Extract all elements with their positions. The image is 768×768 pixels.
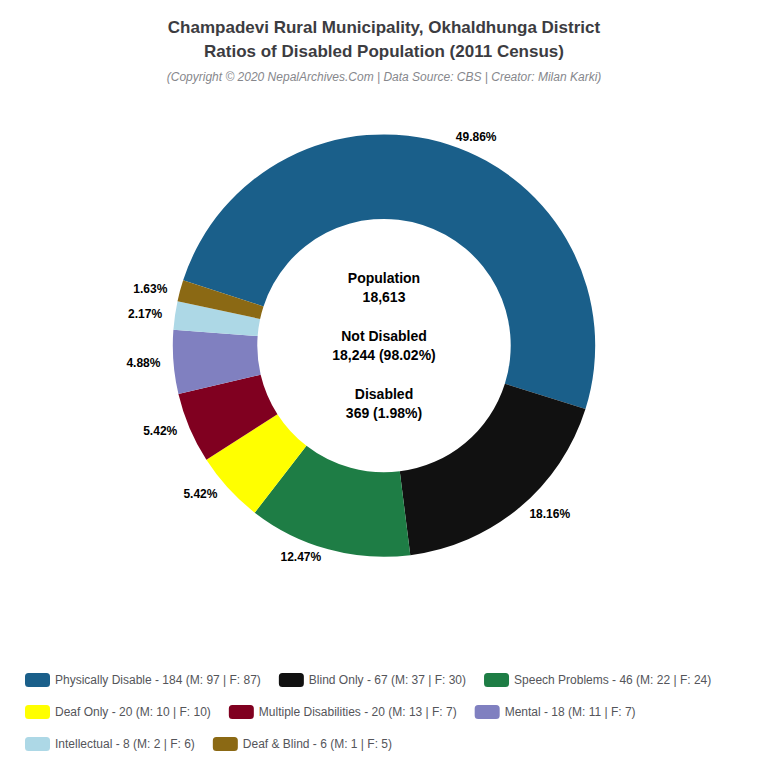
svg-text:Multiple Disabilities - 20 (M:: Multiple Disabilities - 20 (M: 13 | F: 7… xyxy=(259,705,457,719)
svg-text:Deaf Only - 20 (M: 10 | F: 10): Deaf Only - 20 (M: 10 | F: 10) xyxy=(55,705,211,719)
svg-text:Physically Disable - 184 (M: 9: Physically Disable - 184 (M: 97 | F: 87) xyxy=(55,673,261,687)
svg-text:Mental - 18 (M: 11 | F: 7): Mental - 18 (M: 11 | F: 7) xyxy=(505,705,636,719)
svg-text:18,244 (98.02%): 18,244 (98.02%) xyxy=(332,347,436,363)
svg-text:12.47%: 12.47% xyxy=(280,550,321,564)
svg-text:Intellectual - 8 (M: 2 | F: 6): Intellectual - 8 (M: 2 | F: 6) xyxy=(55,737,195,751)
svg-text:Champadevi Rural Municipality,: Champadevi Rural Municipality, Okhaldhun… xyxy=(168,18,601,37)
svg-text:5.42%: 5.42% xyxy=(183,487,217,501)
svg-text:5.42%: 5.42% xyxy=(143,424,177,438)
svg-text:4.88%: 4.88% xyxy=(126,356,160,370)
svg-text:Blind Only - 67 (M: 37 | F: 30: Blind Only - 67 (M: 37 | F: 30) xyxy=(309,673,466,687)
svg-text:Not Disabled: Not Disabled xyxy=(341,328,427,344)
svg-text:18,613: 18,613 xyxy=(363,289,406,305)
svg-text:2.17%: 2.17% xyxy=(128,307,162,321)
svg-text:18.16%: 18.16% xyxy=(529,507,570,521)
svg-text:Deaf & Blind - 6 (M: 1 | F: 5): Deaf & Blind - 6 (M: 1 | F: 5) xyxy=(243,737,392,751)
svg-text:Ratios of Disabled Population: Ratios of Disabled Population (2011 Cens… xyxy=(204,42,564,61)
svg-text:369 (1.98%): 369 (1.98%) xyxy=(346,405,422,421)
svg-text:49.86%: 49.86% xyxy=(456,130,497,144)
svg-text:Population: Population xyxy=(348,270,420,286)
svg-text:(Copyright © 2020 NepalArchive: (Copyright © 2020 NepalArchives.Com | Da… xyxy=(167,70,602,84)
svg-text:1.63%: 1.63% xyxy=(133,282,167,296)
svg-text:Speech Problems - 46 (M: 22 |: Speech Problems - 46 (M: 22 | F: 24) xyxy=(514,673,711,687)
svg-text:Disabled: Disabled xyxy=(355,386,413,402)
